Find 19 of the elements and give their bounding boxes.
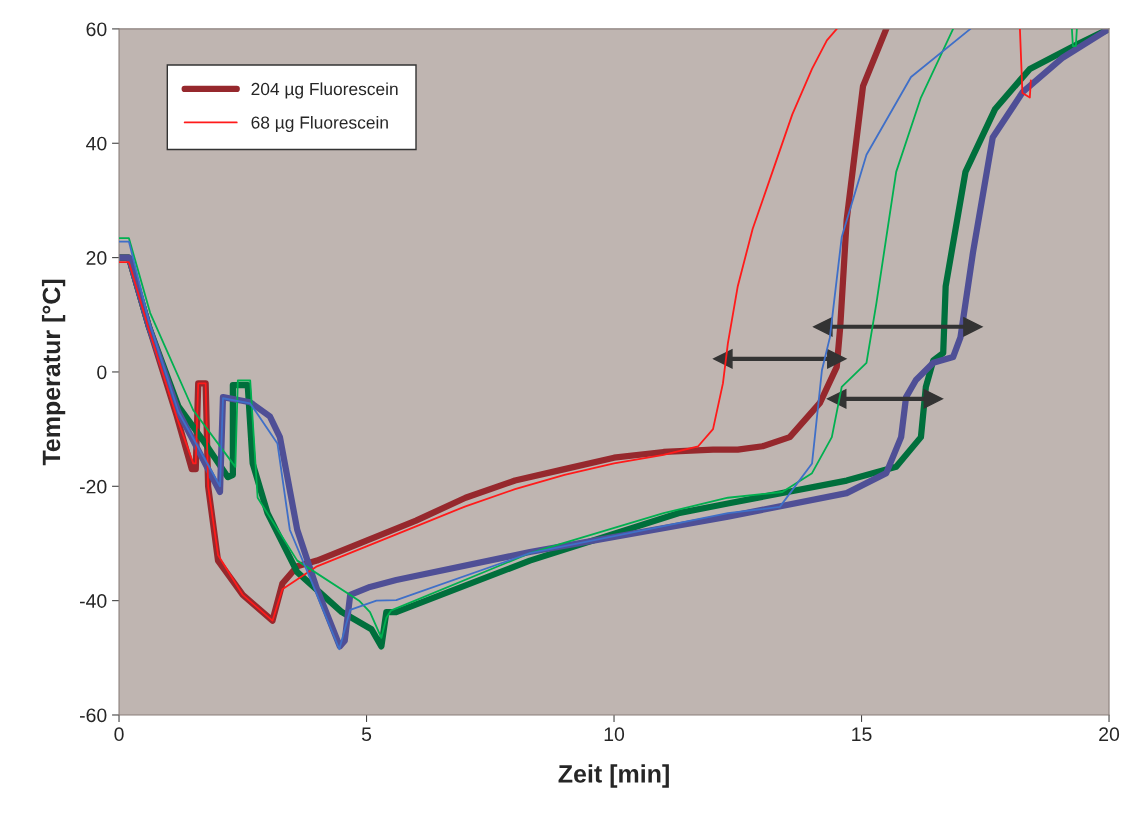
- x-tick-label: 10: [604, 727, 625, 742]
- x-tick-label: 5: [361, 727, 372, 742]
- legend-label: 204 µg Fluorescein: [251, 82, 398, 99]
- point: [827, 349, 847, 369]
- y-tick-label: 60: [86, 22, 107, 37]
- y-axis-title: Temperatur [°C]: [41, 279, 66, 466]
- y-tick-label: -60: [79, 708, 107, 723]
- legend-label: 68 µg Fluorescein: [251, 115, 388, 133]
- y-tick-label: -20: [79, 479, 107, 494]
- y-tick-label: 40: [86, 136, 107, 151]
- x-tick-label: 0: [114, 727, 124, 742]
- y-tick-label: 20: [86, 251, 107, 265]
- x-axis-title: Zeit [min]: [558, 764, 669, 788]
- y-tick-label: -40: [79, 594, 107, 608]
- point: [923, 389, 944, 409]
- x-tick-label: 15: [852, 727, 872, 742]
- y-tick-label: 0: [97, 365, 107, 380]
- x-tick-label: 20: [1099, 727, 1120, 742]
- point: [963, 317, 983, 337]
